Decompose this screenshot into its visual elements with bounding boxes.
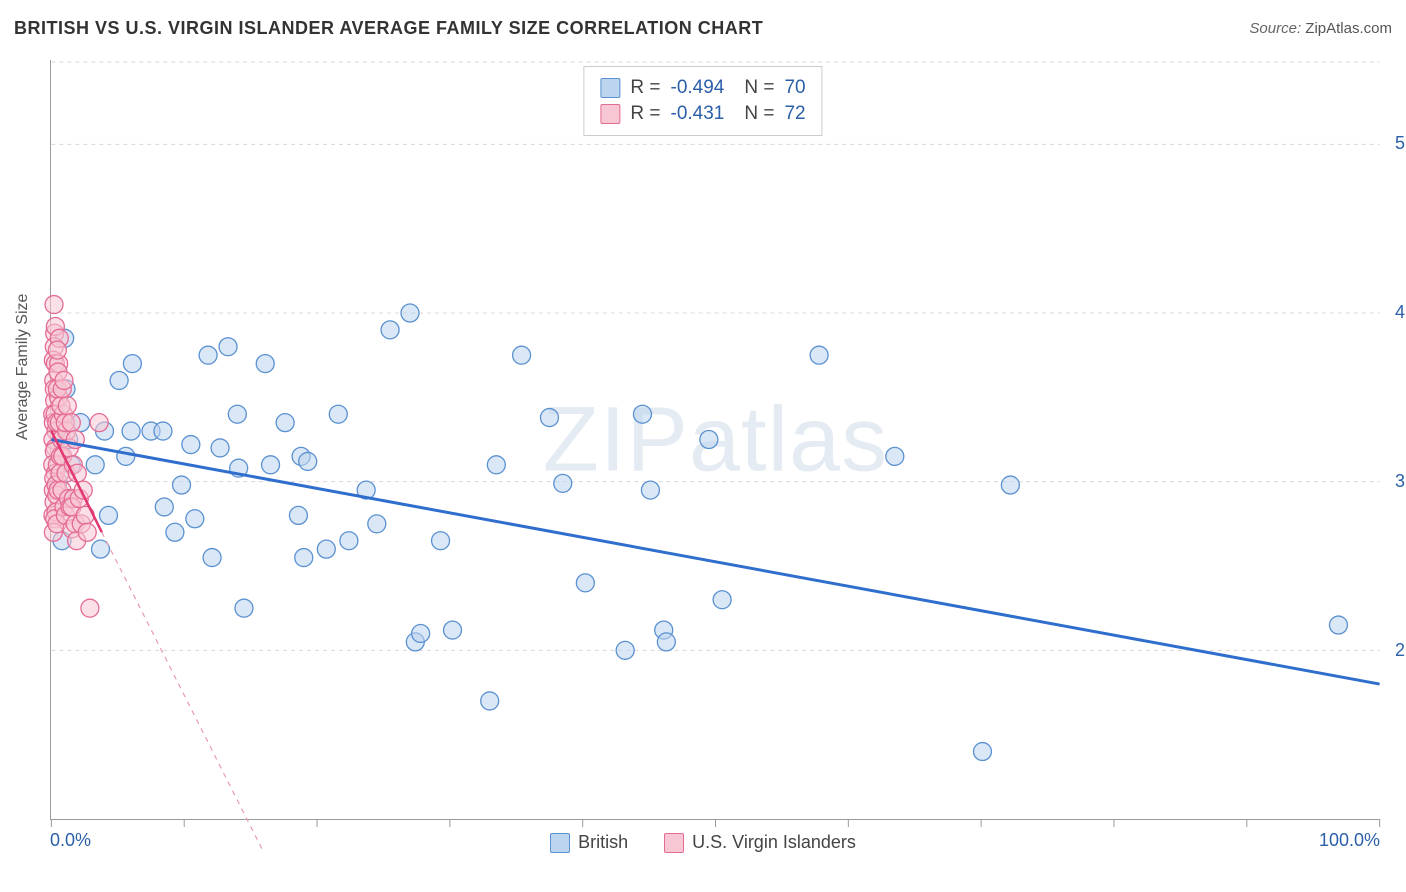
legend-label: U.S. Virgin Islanders: [692, 832, 856, 853]
source-value: ZipAtlas.com: [1305, 20, 1392, 37]
r-label: R =: [630, 77, 660, 99]
legend-item: British: [550, 832, 628, 853]
source-label: Source:: [1249, 20, 1301, 37]
legend-swatch: [600, 78, 620, 98]
r-label: R =: [630, 103, 660, 125]
chart-title: BRITISH VS U.S. VIRGIN ISLANDER AVERAGE …: [14, 18, 763, 39]
legend-swatch: [550, 833, 570, 853]
r-value: -0.494: [670, 77, 724, 99]
chart-svg: [51, 60, 1380, 819]
stats-legend-row: R = -0.431 N = 72: [600, 101, 805, 127]
n-label: N =: [744, 103, 774, 125]
y-tick-label: 4.00: [1395, 302, 1406, 323]
r-value: -0.431: [670, 103, 724, 125]
legend-label: British: [578, 832, 628, 853]
y-tick-label: 2.00: [1395, 640, 1406, 661]
y-tick-label: 5.00: [1395, 133, 1406, 154]
plot-area: ZIPatlas 2.003.004.005.00: [50, 60, 1380, 820]
y-axis-label: Average Family Size: [14, 294, 32, 440]
n-value: 72: [784, 103, 805, 125]
legend-swatch: [600, 104, 620, 124]
header-bar: BRITISH VS U.S. VIRGIN ISLANDER AVERAGE …: [14, 18, 1392, 39]
stats-legend: R = -0.494 N = 70 R = -0.431 N = 72: [583, 66, 822, 136]
stats-legend-row: R = -0.494 N = 70: [600, 75, 805, 101]
legend-swatch: [664, 833, 684, 853]
source-credit: Source: ZipAtlas.com: [1249, 20, 1392, 37]
series-legend: British U.S. Virgin Islanders: [0, 832, 1406, 858]
legend-item: U.S. Virgin Islanders: [664, 832, 856, 853]
n-value: 70: [784, 77, 805, 99]
y-tick-label: 3.00: [1395, 471, 1406, 492]
n-label: N =: [744, 77, 774, 99]
